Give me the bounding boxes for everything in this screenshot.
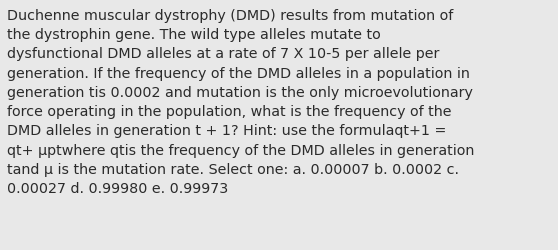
Text: Duchenne muscular dystrophy (DMD) results from mutation of
the dystrophin gene. : Duchenne muscular dystrophy (DMD) result…	[7, 9, 475, 196]
